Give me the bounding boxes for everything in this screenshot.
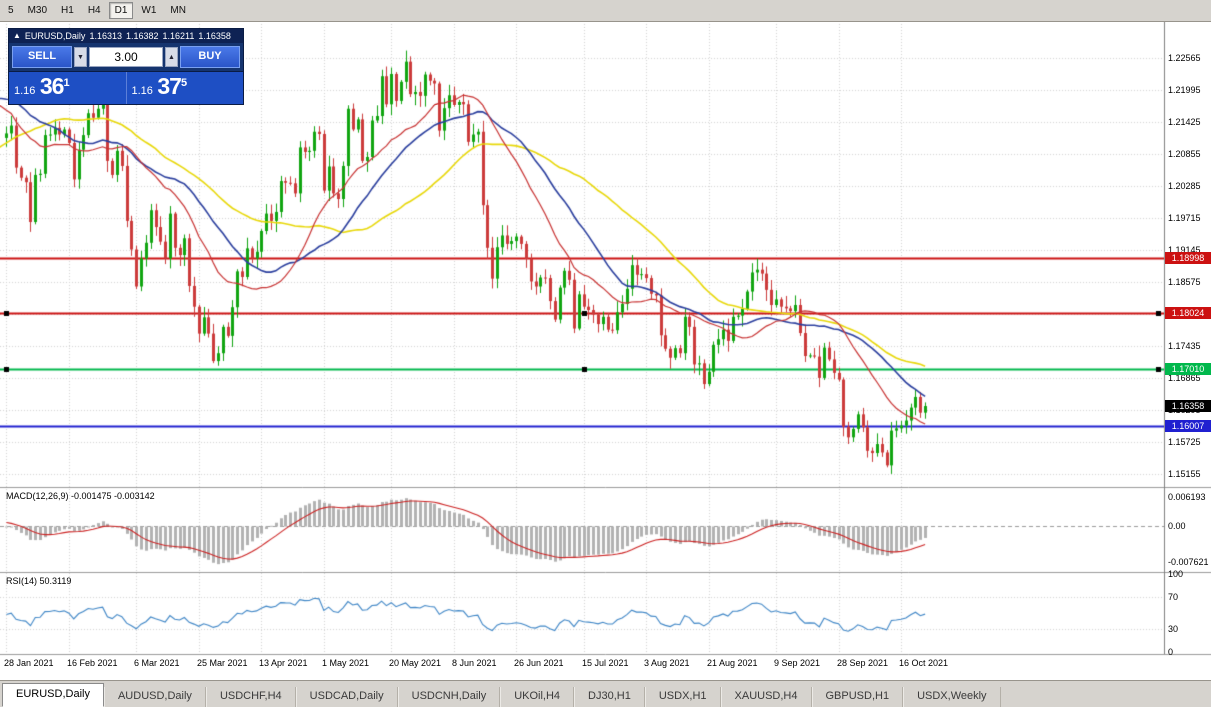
date-axis-label: 13 Apr 2021 <box>259 658 308 668</box>
tab-usdcnh-daily[interactable]: USDCNH,Daily <box>397 687 501 707</box>
tab-usdx-weekly[interactable]: USDX,Weekly <box>903 687 1001 707</box>
period-button-h1[interactable]: H1 <box>61 5 74 16</box>
ohlc-high: 1.16382 <box>125 31 159 41</box>
tab-audusd-daily[interactable]: AUDUSD,Daily <box>103 687 206 707</box>
price-level-badge: 1.18024 <box>1165 307 1211 319</box>
price-axis-label: 1.21995 <box>1168 85 1201 95</box>
date-axis-label: 16 Feb 2021 <box>67 658 118 668</box>
tab-ukoil-h4[interactable]: UKOil,H4 <box>500 687 575 707</box>
price-axis-label: 1.16865 <box>1168 373 1201 383</box>
tab-usdcad-daily[interactable]: USDCAD,Daily <box>295 687 398 707</box>
macd-axis-label: -0.007621 <box>1168 557 1209 567</box>
date-axis-label: 6 Mar 2021 <box>134 658 180 668</box>
buy-price-base: 1.16 <box>131 85 153 97</box>
buy-price-pips: 37 <box>157 73 182 99</box>
chart-tabs-bar: EURUSD,Daily AUDUSD,Daily USDCHF,H4 USDCAD,… <box>0 680 1211 707</box>
period-button-w1[interactable]: W1 <box>141 5 157 16</box>
price-axis-label: 1.18575 <box>1168 277 1201 287</box>
sell-button[interactable]: SELL <box>12 46 72 68</box>
macd-axis-label: 0.00 <box>1168 521 1186 531</box>
macd-axis-label: 0.006193 <box>1168 492 1206 502</box>
price-level-badge: 1.16007 <box>1165 420 1211 432</box>
date-axis-label: 16 Oct 2021 <box>899 658 949 668</box>
date-axis-label: 3 Aug 2021 <box>644 658 690 668</box>
price-axis-label: 1.15725 <box>1168 437 1201 447</box>
date-axis-label: 15 Jul 2021 <box>582 658 629 668</box>
buy-price-point: 5 <box>180 77 188 89</box>
period-button-m30[interactable]: M30 <box>27 5 48 16</box>
date-axis-label: 21 Aug 2021 <box>707 658 758 668</box>
period-button-mn[interactable]: MN <box>170 5 186 16</box>
price-level-badge: 1.17010 <box>1165 363 1211 375</box>
timeframe-toolbar: 5 M30 H1 H4 D1 W1 MN <box>0 0 1211 22</box>
rsi-axis-label: 30 <box>1168 624 1179 634</box>
current-price-badge: 1.16358 <box>1165 400 1211 412</box>
rsi-indicator-label: RSI(14) 50.3119 <box>6 576 72 586</box>
sell-price-base: 1.16 <box>14 85 36 97</box>
date-axis-label: 28 Sep 2021 <box>837 658 889 668</box>
price-axis-label: 1.20285 <box>1168 181 1201 191</box>
ohlc-low: 1.16211 <box>162 31 195 41</box>
sell-price-point: 1 <box>63 77 70 89</box>
buy-button[interactable]: BUY <box>180 46 240 68</box>
ohlc-close: 1.16358 <box>198 31 231 41</box>
price-axis-label: 1.15155 <box>1168 469 1201 479</box>
trade-panel-header[interactable]: ▲ EURUSD,Daily 1.16313 1.16382 1.16211 1… <box>9 29 243 43</box>
tab-usdx-h1[interactable]: USDX,H1 <box>644 687 721 707</box>
period-button-5[interactable]: 5 <box>8 5 14 16</box>
rsi-axis-label: 70 <box>1168 592 1179 602</box>
price-axis-label: 1.22565 <box>1168 53 1201 63</box>
collapse-panel-icon[interactable]: ▲ <box>13 31 21 40</box>
chart-symbol-title: EURUSD,Daily <box>24 31 86 41</box>
sell-price-display[interactable]: 1.16 361 <box>9 72 127 104</box>
buy-price-display[interactable]: 1.16 375 <box>127 72 244 104</box>
price-axis-label: 1.20855 <box>1168 149 1201 159</box>
lot-increase-button[interactable]: ▲ <box>165 47 178 67</box>
period-button-d1[interactable]: D1 <box>108 2 134 19</box>
price-level-badge: 1.18998 <box>1165 252 1211 264</box>
date-axis-label: 20 May 2021 <box>389 658 442 668</box>
tab-gbpusd-h1[interactable]: GBPUSD,H1 <box>811 687 904 707</box>
period-button-h4[interactable]: H4 <box>87 5 101 16</box>
one-click-trading-panel: ▲ EURUSD,Daily 1.16313 1.16382 1.16211 1… <box>8 28 244 105</box>
tab-dj30-h1[interactable]: DJ30,H1 <box>574 687 645 707</box>
sell-price-pips: 36 <box>39 73 65 99</box>
lot-size-input[interactable] <box>89 47 163 67</box>
date-axis-label: 26 Jun 2021 <box>514 658 564 668</box>
rsi-axis-label: 100 <box>1168 569 1184 579</box>
date-axis-label: 28 Jan 2021 <box>4 658 54 668</box>
rsi-axis-label: 0 <box>1168 647 1174 657</box>
price-axis-label: 1.21425 <box>1168 117 1201 127</box>
price-chart-canvas[interactable] <box>0 22 1211 680</box>
date-axis-label: 25 Mar 2021 <box>197 658 248 668</box>
date-axis-label: 9 Sep 2021 <box>774 658 821 668</box>
tab-xauusd-h4[interactable]: XAUUSD,H4 <box>720 687 812 707</box>
price-axis-label: 1.19145 <box>1168 245 1201 255</box>
price-axis-label: 1.17435 <box>1168 341 1201 351</box>
chart-area: ▲ EURUSD,Daily 1.16313 1.16382 1.16211 1… <box>0 22 1211 680</box>
date-axis-label: 1 May 2021 <box>322 658 370 668</box>
macd-indicator-label: MACD(12,26,9) -0.001475 -0.003142 <box>6 491 155 501</box>
tab-eurusd-daily[interactable]: EURUSD,Daily <box>2 683 104 707</box>
date-axis-label: 8 Jun 2021 <box>452 658 497 668</box>
ohlc-open: 1.16313 <box>89 31 122 41</box>
lot-decrease-button[interactable]: ▼ <box>74 47 87 67</box>
price-axis-label: 1.19715 <box>1168 213 1201 223</box>
tab-usdchf-h4[interactable]: USDCHF,H4 <box>205 687 296 707</box>
